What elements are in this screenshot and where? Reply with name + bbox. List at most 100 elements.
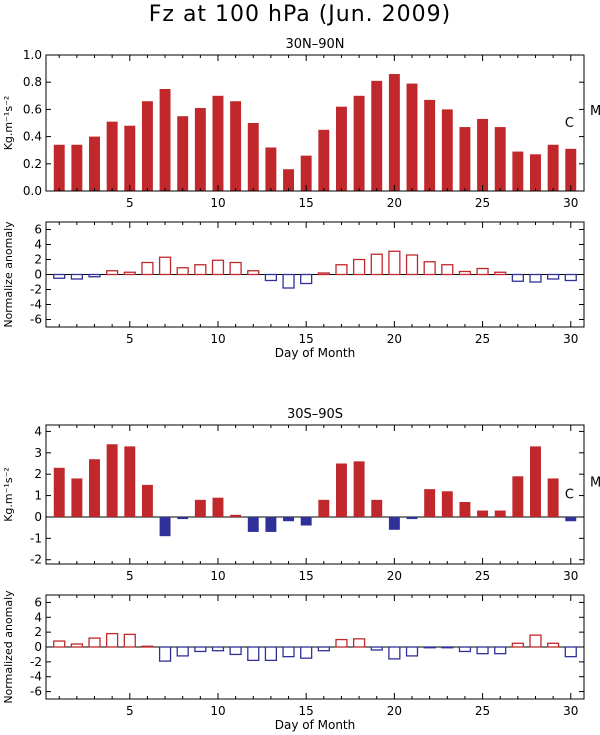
bar-day-7 bbox=[159, 516, 171, 537]
bar-day-30 bbox=[565, 148, 577, 191]
bar-day-8 bbox=[176, 646, 189, 657]
x-tick-label: 25 bbox=[475, 332, 490, 346]
bar-day-15 bbox=[300, 155, 312, 191]
x-tick-label: 10 bbox=[210, 569, 225, 583]
x-tick-label: 30 bbox=[563, 704, 578, 718]
bar-day-1 bbox=[53, 144, 65, 191]
y-tick-label: -4 bbox=[30, 670, 42, 684]
bar-day-2 bbox=[71, 144, 83, 191]
bar-day-6 bbox=[141, 645, 154, 648]
bar-day-3 bbox=[88, 637, 101, 648]
bar-day-8 bbox=[176, 267, 189, 276]
bar-day-27 bbox=[512, 476, 524, 517]
annotation-c: C bbox=[565, 116, 574, 131]
bar-day-9 bbox=[194, 646, 207, 653]
bar-day-10 bbox=[211, 646, 225, 652]
bar-day-5 bbox=[123, 633, 136, 648]
bar-day-14 bbox=[283, 516, 295, 522]
bar-day-26 bbox=[494, 646, 507, 655]
bar-day-29 bbox=[547, 144, 559, 191]
bar-day-10 bbox=[212, 497, 224, 517]
bar-day-7 bbox=[159, 89, 171, 191]
bar-day-7 bbox=[158, 646, 172, 662]
y-tick-label: 3 bbox=[34, 446, 42, 460]
bar-day-18 bbox=[353, 461, 365, 517]
y-tick-label: 0.2 bbox=[23, 157, 42, 171]
bar-day-11 bbox=[230, 514, 242, 517]
bar-day-10 bbox=[212, 95, 224, 191]
bar-day-17 bbox=[335, 264, 348, 276]
x-tick-label: 30 bbox=[563, 332, 578, 346]
bar-day-26 bbox=[494, 510, 506, 517]
bar-day-9 bbox=[194, 499, 206, 517]
x-tick-label: 10 bbox=[210, 196, 225, 210]
bar-day-11 bbox=[229, 261, 242, 276]
y-tick-label: 0.0 bbox=[23, 184, 42, 198]
bar-day-25 bbox=[477, 118, 489, 191]
annotation-m: M bbox=[590, 476, 600, 491]
y-tick-label: 0.4 bbox=[23, 130, 42, 144]
panel-title: 30S–90S bbox=[287, 407, 343, 422]
y-tick-label: 0.6 bbox=[23, 102, 42, 116]
bar-day-24 bbox=[458, 270, 472, 276]
bar-day-5 bbox=[124, 125, 136, 191]
bar-day-27 bbox=[512, 151, 524, 191]
bar-day-16 bbox=[317, 646, 330, 652]
bar-day-30 bbox=[564, 646, 577, 658]
bar-day-18 bbox=[353, 95, 365, 191]
bar-day-21 bbox=[405, 254, 419, 276]
bar-day-4 bbox=[106, 632, 119, 648]
bar-day-12 bbox=[247, 123, 259, 191]
annotation-c: C bbox=[565, 488, 574, 503]
y-tick-label: -2 bbox=[30, 283, 42, 297]
y-axis-label: Normalize anomaly bbox=[2, 221, 15, 328]
y-tick-label: -2 bbox=[30, 655, 42, 669]
bar-day-2 bbox=[71, 478, 83, 517]
bar-day-17 bbox=[335, 106, 347, 191]
bar-day-29 bbox=[547, 642, 560, 648]
bar-day-13 bbox=[265, 516, 277, 532]
bar-day-4 bbox=[106, 270, 119, 276]
bar-day-16 bbox=[318, 129, 330, 191]
x-tick-label: 5 bbox=[126, 704, 134, 718]
bar-day-25 bbox=[476, 267, 489, 276]
y-tick-label: -2 bbox=[30, 553, 42, 567]
annotation-m: M bbox=[590, 104, 600, 119]
x-tick-label: 15 bbox=[299, 332, 314, 346]
bar-day-21 bbox=[405, 646, 419, 657]
bar-day-30 bbox=[564, 273, 577, 282]
bar-day-1 bbox=[53, 467, 65, 517]
bar-day-23 bbox=[441, 109, 453, 191]
bar-day-10 bbox=[211, 259, 225, 276]
bar-day-27 bbox=[511, 642, 524, 648]
bar-day-17 bbox=[335, 638, 348, 648]
bar-day-3 bbox=[89, 136, 100, 191]
bar-day-18 bbox=[352, 638, 366, 648]
bar-day-12 bbox=[247, 646, 260, 662]
x-tick-label: 20 bbox=[387, 569, 402, 583]
y-tick-label: 4 bbox=[34, 238, 42, 252]
bar-day-28 bbox=[529, 273, 542, 283]
bar-day-29 bbox=[547, 273, 560, 280]
bar-day-28 bbox=[530, 154, 541, 191]
bar-day-30 bbox=[565, 516, 577, 522]
bar-day-14 bbox=[282, 646, 295, 658]
y-tick-label: -6 bbox=[30, 313, 42, 327]
bar-day-11 bbox=[230, 101, 242, 191]
bar-day-17 bbox=[335, 463, 347, 517]
y-tick-label: -1 bbox=[30, 531, 42, 545]
y-tick-label: -4 bbox=[30, 298, 42, 312]
panel-title: 30N–90N bbox=[285, 37, 344, 52]
bar-day-1 bbox=[53, 273, 66, 279]
bar-day-14 bbox=[283, 169, 295, 191]
y-tick-label: 1.0 bbox=[23, 48, 42, 62]
bar-day-22 bbox=[424, 99, 436, 191]
y-tick-label: 2 bbox=[34, 253, 42, 267]
bar-day-16 bbox=[318, 499, 330, 517]
bar-day-24 bbox=[459, 127, 471, 191]
x-tick-label: 5 bbox=[126, 196, 134, 210]
y-tick-label: 1 bbox=[34, 489, 42, 503]
x-tick-label: 25 bbox=[475, 704, 490, 718]
bar-day-9 bbox=[194, 264, 207, 276]
bar-day-6 bbox=[141, 261, 154, 276]
